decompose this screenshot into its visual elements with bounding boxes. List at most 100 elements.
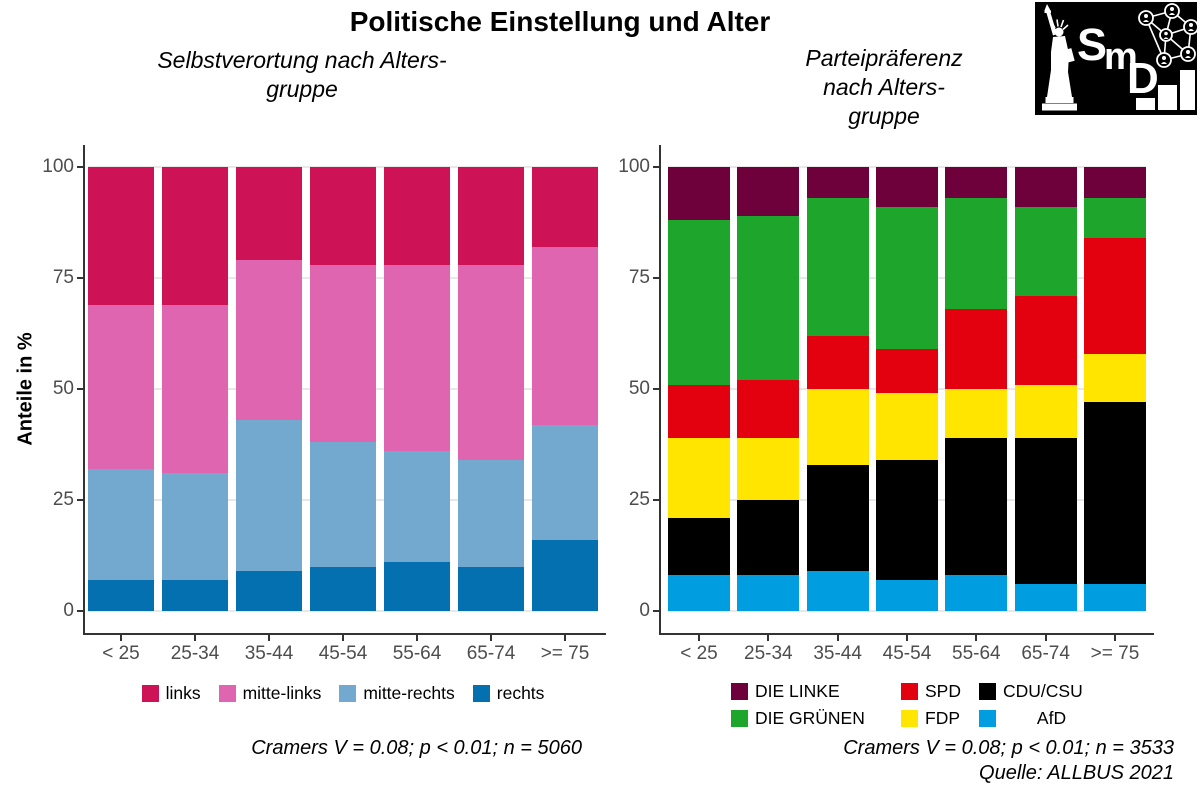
stacked-bar-35-44 bbox=[236, 167, 302, 611]
bar-segment-SPD bbox=[737, 380, 800, 438]
bar-segment-links bbox=[162, 167, 228, 305]
y-tick-mark bbox=[77, 277, 83, 279]
bar-segment-DIE GRÜNEN bbox=[945, 198, 1008, 310]
x-category-label: < 25 bbox=[680, 643, 718, 664]
bar-segment-FDP bbox=[1083, 353, 1146, 403]
gridline-0 bbox=[88, 610, 598, 612]
x-category-label: 55-64 bbox=[392, 643, 442, 664]
legend-swatch bbox=[218, 685, 236, 702]
bar-segment-mitte-links bbox=[310, 264, 376, 443]
stacked-bar-< 25 bbox=[88, 167, 154, 611]
bar-segment-CDU/CSU bbox=[945, 437, 1008, 576]
y-tick-label: 0 bbox=[639, 600, 650, 621]
x-category-label: 25-34 bbox=[170, 643, 220, 664]
bar-segment-mitte-rechts bbox=[458, 460, 524, 567]
bar-segment-mitte-rechts bbox=[310, 442, 376, 567]
statue-of-liberty-icon bbox=[1042, 4, 1077, 111]
x-tick-mark bbox=[975, 635, 978, 641]
x-tick-mark bbox=[342, 635, 344, 641]
right-x-axis-labels: < 25 25-34 35-44 45-54 55-64 65-74 >= 75 bbox=[668, 643, 1146, 665]
legend-item-mitte-rechts: mitte-rechts bbox=[339, 683, 455, 704]
x-tick-mark bbox=[905, 635, 908, 641]
bar-segment-DIE GRÜNEN bbox=[668, 220, 730, 385]
bar-segment-DIE GRÜNEN bbox=[737, 215, 800, 381]
legend-item-SPD: SPD bbox=[901, 681, 979, 702]
bar-segment-CDU/CSU bbox=[806, 464, 869, 572]
legend-label: DIE LINKE bbox=[755, 681, 840, 701]
y-axis-line bbox=[659, 145, 661, 634]
legend-label: DIE GRÜNEN bbox=[755, 708, 865, 728]
stacked-bar-45-54 bbox=[875, 167, 938, 611]
legend-item-FDP: FDP bbox=[901, 708, 979, 729]
legend-row: DIE GRÜNEN FDP AfD bbox=[731, 708, 1111, 729]
bar-segment-FDP bbox=[1014, 384, 1077, 438]
legend-swatch bbox=[731, 710, 748, 727]
stacked-bar-45-54 bbox=[310, 167, 376, 611]
bar-segment-CDU/CSU bbox=[737, 500, 800, 576]
stacked-bar-25-34 bbox=[162, 167, 228, 611]
x-tick-mark bbox=[416, 635, 418, 641]
bar-segment-rechts bbox=[162, 579, 228, 611]
bar-segment-DIE LINKE bbox=[875, 167, 938, 207]
bar-segment-CDU/CSU bbox=[668, 517, 730, 576]
svg-text:S: S bbox=[1077, 19, 1107, 70]
x-tick-mark bbox=[120, 635, 122, 641]
legend-swatch bbox=[979, 683, 996, 700]
y-tick-label: 25 bbox=[52, 489, 74, 510]
bar-segment-mitte-links bbox=[162, 304, 228, 474]
bar-segment-AfD bbox=[737, 575, 800, 611]
stacked-bar-< 25 bbox=[668, 167, 730, 611]
chart-title: Politische Einstellung und Alter bbox=[349, 6, 771, 37]
bar-segment-rechts bbox=[458, 566, 524, 611]
y-tick-mark bbox=[653, 499, 659, 501]
left-stacked-bar-plot: 0 25 50 75 100 bbox=[42, 145, 606, 641]
bar-segment-rechts bbox=[310, 566, 376, 611]
bar-segment-mitte-rechts bbox=[532, 424, 598, 540]
bar-segment-mitte-rechts bbox=[384, 451, 450, 563]
x-category-label: 45-54 bbox=[882, 643, 932, 664]
y-tick-mark bbox=[653, 277, 659, 279]
right-panel-subtitle: Parteipräferenz nach Alters- gruppe bbox=[664, 44, 1104, 131]
left-x-axis-labels: < 25 25-34 35-44 45-54 55-64 65-74 >= 75 bbox=[88, 643, 598, 665]
stats-caption: Cramers V = 0.08; p < 0.01; n = 5060 bbox=[251, 737, 582, 759]
bars bbox=[88, 167, 598, 611]
x-tick-marks bbox=[88, 635, 598, 641]
stats-caption: Cramers V = 0.08; p < 0.01; n = 3533 bbox=[843, 737, 1174, 759]
y-tick-label: 100 bbox=[618, 156, 650, 177]
x-axis-line bbox=[83, 633, 606, 635]
bar-segment-mitte-rechts bbox=[88, 468, 154, 580]
y-tick-label: 100 bbox=[42, 156, 74, 177]
bar-segment-CDU/CSU bbox=[1014, 437, 1077, 585]
legend-label: CDU/CSU bbox=[1003, 681, 1083, 701]
gridline-100 bbox=[668, 166, 1146, 168]
bar-segment-FDP bbox=[737, 437, 800, 501]
bar-segment-rechts bbox=[384, 562, 450, 611]
y-tick-label: 25 bbox=[628, 489, 650, 510]
stacked-bar-55-64 bbox=[945, 167, 1008, 611]
left-caption: Cramers V = 0.08; p < 0.01; n = 5060 bbox=[88, 736, 582, 761]
x-category-label: < 25 bbox=[102, 643, 140, 664]
bar-segment-CDU/CSU bbox=[1083, 402, 1146, 585]
bar-segment-DIE LINKE bbox=[668, 167, 730, 221]
source-caption: Quelle: ALLBUS 2021 bbox=[979, 762, 1174, 784]
x-tick-mark bbox=[767, 635, 770, 641]
bar-segment-rechts bbox=[532, 539, 598, 611]
x-category-label: >= 75 bbox=[540, 643, 590, 664]
bar-segment-mitte-rechts bbox=[236, 420, 302, 572]
y-tick-label: 50 bbox=[628, 378, 650, 399]
x-tick-mark bbox=[194, 635, 196, 641]
legend-item-DIE LINKE: DIE LINKE bbox=[731, 681, 901, 702]
subtitle-line: Selbstverortung nach Alters- bbox=[157, 47, 447, 73]
x-category-label: 25-34 bbox=[744, 643, 793, 664]
bar-segment-CDU/CSU bbox=[875, 460, 938, 580]
bar-segment-SPD bbox=[806, 335, 869, 390]
legend-item-rechts: rechts bbox=[472, 683, 544, 704]
bar-segment-FDP bbox=[945, 389, 1008, 438]
bar-segment-AfD bbox=[1014, 584, 1077, 611]
subtitle-line: Parteipräferenz bbox=[805, 45, 963, 71]
stacked-bar-25-34 bbox=[737, 167, 800, 611]
bar-segment-links bbox=[310, 167, 376, 265]
right-caption: Cramers V = 0.08; p < 0.01; n = 3533 Que… bbox=[668, 736, 1174, 786]
x-category-label: 35-44 bbox=[813, 643, 862, 664]
bar-segment-AfD bbox=[945, 575, 1008, 611]
